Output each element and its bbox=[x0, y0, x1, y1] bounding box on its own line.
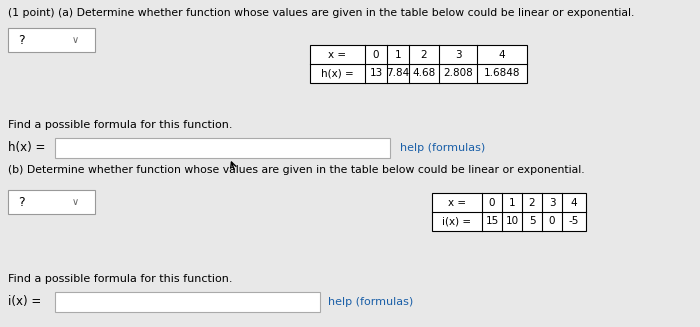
Text: 4.68: 4.68 bbox=[412, 68, 435, 78]
Text: i(x) =: i(x) = bbox=[442, 216, 472, 227]
Bar bbox=[55, 138, 390, 158]
Text: i(x) =: i(x) = bbox=[8, 296, 41, 308]
Text: Find a possible formula for this function.: Find a possible formula for this functio… bbox=[8, 274, 232, 284]
Text: h(x) =: h(x) = bbox=[8, 142, 46, 154]
Text: 7.84: 7.84 bbox=[386, 68, 410, 78]
Text: ∨: ∨ bbox=[72, 35, 79, 45]
Text: 2.808: 2.808 bbox=[443, 68, 473, 78]
Text: 1: 1 bbox=[395, 49, 401, 60]
Text: help (formulas): help (formulas) bbox=[400, 143, 485, 153]
Text: 4: 4 bbox=[570, 198, 578, 208]
Text: (1 point) (a) Determine whether function whose values are given in the table bel: (1 point) (a) Determine whether function… bbox=[8, 8, 634, 18]
Text: 2: 2 bbox=[528, 198, 536, 208]
Text: 10: 10 bbox=[505, 216, 519, 227]
Text: 0: 0 bbox=[549, 216, 555, 227]
Text: h(x) =: h(x) = bbox=[321, 68, 354, 78]
FancyBboxPatch shape bbox=[8, 28, 95, 52]
Text: 1.6848: 1.6848 bbox=[484, 68, 520, 78]
Text: help (formulas): help (formulas) bbox=[328, 297, 413, 307]
Text: (b) Determine whether function whose values are given in the table below could b: (b) Determine whether function whose val… bbox=[8, 165, 584, 175]
Text: 0: 0 bbox=[489, 198, 496, 208]
Text: ?: ? bbox=[18, 196, 25, 209]
Text: 3: 3 bbox=[455, 49, 461, 60]
FancyBboxPatch shape bbox=[8, 190, 95, 214]
Text: 0: 0 bbox=[372, 49, 379, 60]
Text: x =: x = bbox=[448, 198, 466, 208]
Text: Find a possible formula for this function.: Find a possible formula for this functio… bbox=[8, 120, 232, 130]
Text: ?: ? bbox=[18, 33, 25, 46]
Text: 4: 4 bbox=[498, 49, 505, 60]
Text: ∨: ∨ bbox=[72, 197, 79, 207]
Text: 15: 15 bbox=[485, 216, 498, 227]
Bar bbox=[55, 292, 320, 312]
Text: x =: x = bbox=[328, 49, 346, 60]
Text: 1: 1 bbox=[509, 198, 515, 208]
Text: 13: 13 bbox=[370, 68, 383, 78]
Text: 2: 2 bbox=[421, 49, 427, 60]
Text: 5: 5 bbox=[528, 216, 536, 227]
Text: 3: 3 bbox=[549, 198, 555, 208]
Text: -5: -5 bbox=[569, 216, 579, 227]
